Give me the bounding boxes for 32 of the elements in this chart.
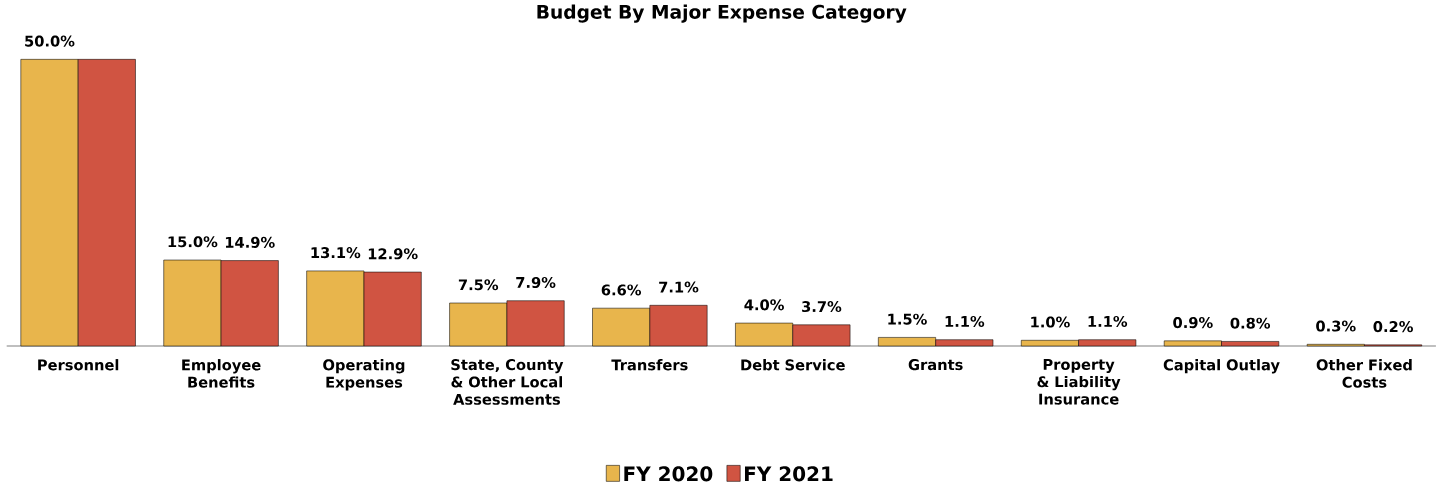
data-label: 0.9%: [1173, 316, 1213, 328]
data-label: 1.0%: [1031, 316, 1070, 328]
data-label: 0.8%: [1230, 317, 1271, 329]
data-label: 1.1%: [1088, 315, 1128, 327]
x-tick-label: State, County & Other Local Assessments: [451, 358, 564, 405]
data-label: 4.0%: [744, 299, 784, 311]
data-label: 7.5%: [458, 279, 499, 291]
x-tick-label: Employee Benefits: [182, 358, 261, 388]
x-tick-label: Property & Liability Insurance: [1037, 358, 1121, 405]
data-label: 7.9%: [516, 276, 556, 288]
data-label: 0.2%: [1373, 320, 1413, 332]
x-tick-label: Debt Service: [741, 358, 845, 371]
chart-title: Budget By Major Expense Category: [537, 4, 907, 23]
x-tick-label: Personnel: [38, 358, 119, 371]
data-label: 1.5%: [888, 313, 927, 325]
data-label: 7.1%: [659, 281, 699, 293]
legend-label: FY 2021: [745, 466, 833, 482]
x-tick-label: Other Fixed Costs: [1316, 358, 1412, 388]
data-label: 1.1%: [945, 315, 985, 327]
x-tick-label: Capital Outlay: [1163, 358, 1280, 374]
x-tick-label: Transfers: [611, 358, 688, 371]
data-label: 0.3%: [1316, 320, 1356, 332]
legend-label: FY 2020: [624, 466, 713, 482]
data-label: 14.9%: [225, 236, 275, 248]
data-label: 50.0%: [25, 35, 75, 47]
data-label: 15.0%: [168, 236, 218, 248]
data-label: 12.9%: [368, 248, 418, 260]
data-label: 13.1%: [311, 246, 361, 258]
x-tick-label: Operating Expenses: [323, 358, 405, 391]
data-label: 3.7%: [802, 300, 842, 312]
data-label: 6.6%: [601, 284, 642, 296]
x-tick-label: Grants: [908, 358, 963, 370]
